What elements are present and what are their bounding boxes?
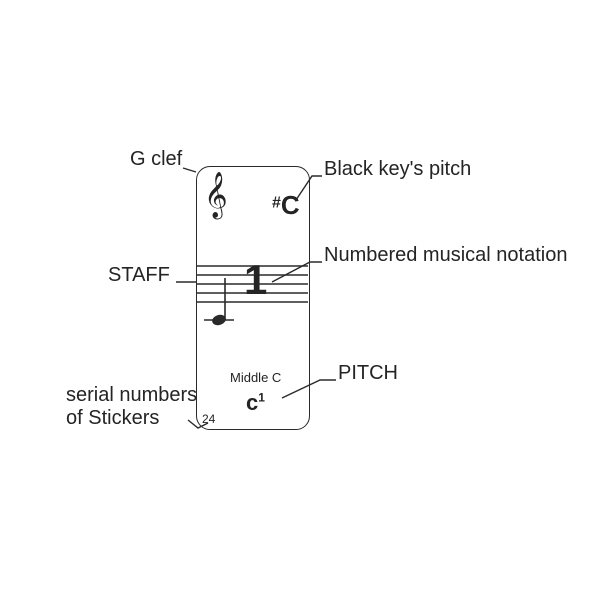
black-key-pitch-value: #C: [272, 190, 300, 221]
serial-number-value: 24: [202, 412, 215, 426]
label-g-clef: G clef: [130, 148, 182, 171]
label-numbered: Numbered musical notation: [324, 244, 567, 267]
label-pitch: PITCH: [338, 362, 398, 385]
label-serial-numbers: serial numbersof Stickers: [66, 384, 197, 430]
sharp-symbol: #: [272, 195, 281, 212]
g-clef-icon: 𝄞: [204, 172, 228, 218]
middle-c-label: Middle C: [230, 370, 281, 385]
label-staff: STAFF: [108, 264, 170, 287]
pitch-value: c1: [246, 390, 265, 416]
diagram-canvas: 𝄞 #C 1 Middle C c1 24 G clef Black key's…: [0, 0, 600, 600]
sharp-note: C: [281, 190, 300, 220]
pitch-exponent: 1: [258, 391, 265, 405]
numbered-notation-value: 1: [244, 256, 267, 304]
label-black-key: Black key's pitch: [324, 158, 471, 181]
pitch-base: c: [246, 390, 258, 415]
